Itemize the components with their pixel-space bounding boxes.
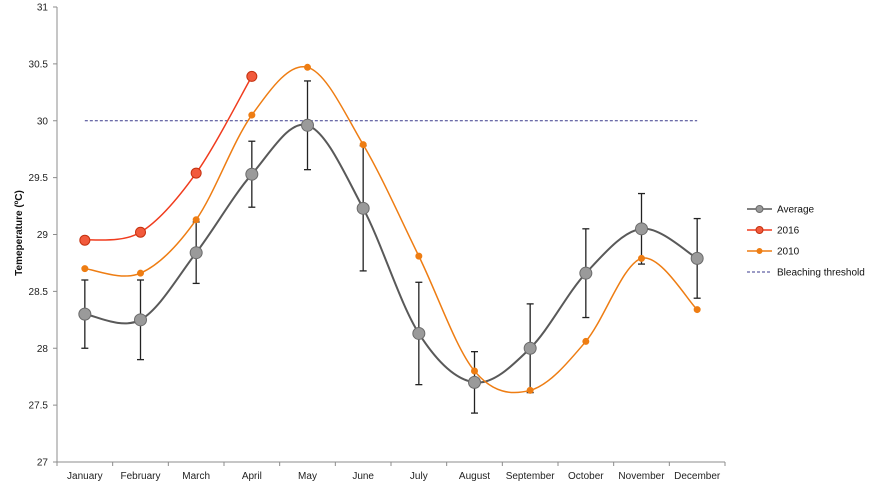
point-2010-january [81, 265, 89, 273]
point-2016-february [135, 226, 146, 238]
point-average-august [468, 375, 481, 389]
y-axis-title: Temeperature (ºC) [14, 190, 25, 276]
x-tick-label-november: November [618, 471, 665, 482]
y-tick-label: 28 [37, 344, 49, 355]
series-line-2016 [84, 76, 253, 241]
x-tick-label-may: May [298, 471, 317, 482]
x-tick-label-december: December [674, 471, 721, 482]
series-lines-layer [84, 65, 698, 394]
point-2010-november [638, 254, 645, 262]
y-tick-label: 30.5 [29, 59, 49, 70]
legend-label-bleaching-threshold: Bleaching threshold [777, 268, 865, 279]
legend-marker-2010 [756, 248, 763, 254]
point-average-october [579, 266, 593, 280]
x-tick-label-february: February [120, 471, 160, 482]
point-average-february [134, 313, 147, 327]
y-tick-label: 27 [37, 458, 49, 469]
legend-marker-2016 [755, 226, 764, 234]
legend: Average 2016 2010 Bleaching threshold [747, 205, 865, 279]
point-2010-august [471, 367, 478, 375]
x-tick-label-october: October [568, 471, 604, 482]
point-2010-december [693, 306, 701, 314]
point-average-september [523, 341, 537, 355]
x-tick-label-january: January [67, 471, 103, 482]
point-2016-april [246, 70, 258, 82]
x-tick-label-june: June [352, 471, 374, 482]
y-tick-label: 27.5 [29, 401, 49, 412]
y-tick-label: 30 [37, 116, 49, 127]
point-2010-october [582, 337, 590, 345]
point-average-april [245, 167, 259, 181]
point-2010-april [248, 111, 256, 119]
series-line-2010 [84, 65, 698, 394]
point-2010-june [359, 141, 367, 149]
markers-layer [78, 63, 704, 394]
x-tick-label-august: August [459, 471, 490, 482]
legend-label-average: Average [777, 205, 815, 216]
x-tick-label-july: July [410, 471, 428, 482]
point-average-july [412, 326, 426, 340]
point-average-may [301, 118, 314, 132]
legend-label-2016: 2016 [777, 226, 800, 237]
point-average-november [635, 222, 648, 236]
x-tick-label-march: March [182, 471, 210, 482]
series-line-average [84, 123, 698, 384]
point-2010-may [304, 63, 311, 71]
point-2010-february [137, 269, 144, 277]
point-2010-march [192, 216, 200, 224]
point-2016-march [190, 167, 202, 179]
legend-marker-average [755, 205, 764, 213]
point-2010-september [526, 386, 534, 394]
point-average-december [690, 251, 704, 265]
y-tick-label: 29 [37, 230, 49, 241]
point-average-june [356, 201, 370, 215]
point-2010-july [415, 252, 423, 260]
y-tick-label: 31 [37, 3, 49, 14]
x-tick-label-april: April [242, 471, 262, 482]
point-2016-january [79, 234, 91, 246]
y-tick-label: 29.5 [29, 173, 49, 184]
axes: 27 27.5 28 28.5 29 29.5 30 30.5 31 January Februar… [29, 3, 726, 482]
point-average-march [189, 246, 203, 260]
legend-label-2010: 2010 [777, 247, 800, 258]
y-tick-label: 28.5 [29, 287, 49, 298]
point-average-january [78, 307, 92, 321]
x-tick-label-september: September [506, 471, 556, 482]
